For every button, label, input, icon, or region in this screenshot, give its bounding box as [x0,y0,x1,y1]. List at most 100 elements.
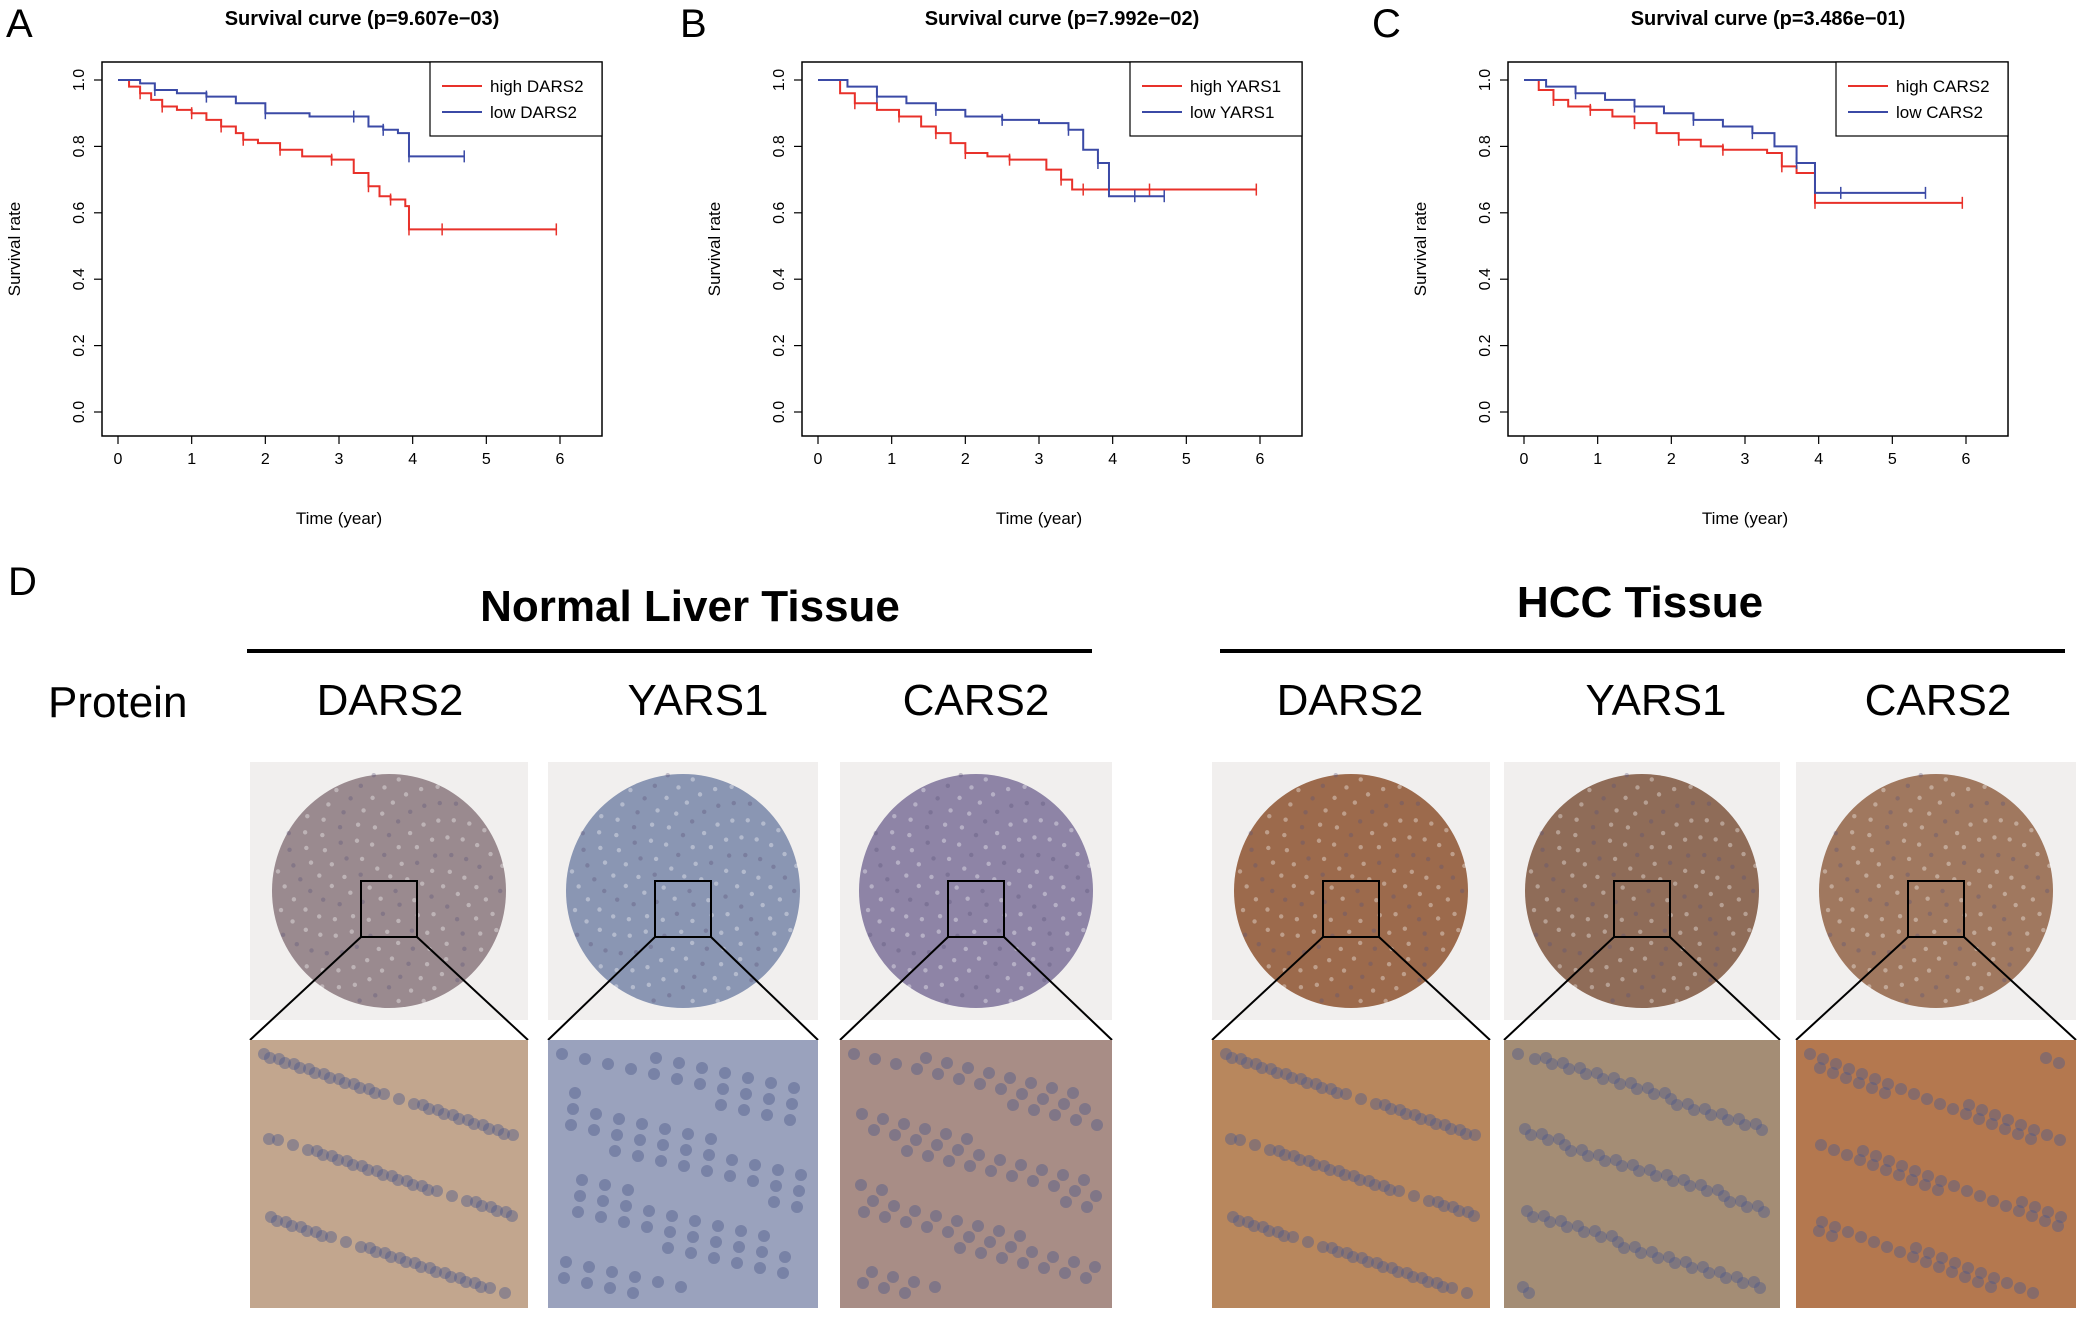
texture-dot [1643,800,1649,805]
texture-dot [1337,866,1342,871]
texture-dot [2021,884,2026,890]
nucleus [595,1211,607,1223]
texture-dot [881,942,886,947]
texture-dot [1713,837,1718,842]
nucleus [1712,1184,1724,1196]
texture-dot [354,838,360,843]
nucleus [1854,1154,1866,1166]
nucleus [1949,1257,1961,1269]
texture-dot [665,772,670,778]
texture-dot [290,919,295,924]
texture-dot [1688,784,1693,790]
nucleus [1385,1103,1397,1115]
texture-dot [1237,869,1243,874]
texture-dot [1731,931,1736,936]
texture-dot [983,845,988,850]
nucleus [1936,1252,1948,1264]
texture-dot [421,822,426,827]
zoom-tile [840,1040,1112,1308]
nucleus [326,1150,338,1162]
texture-dot [1914,977,1919,982]
texture-dot [2021,842,2027,848]
texture-dot [723,894,728,899]
texture-dot [1649,777,1654,782]
texture-dot [1896,929,1901,934]
zoom-box [1322,880,1380,938]
texture-dot [1901,944,1906,949]
texture-dot [1855,888,1860,894]
nucleus [476,1200,488,1212]
nucleus [417,1099,429,1111]
texture-dot [1391,894,1396,899]
texture-dot [1065,931,1070,936]
legend-label: low YARS1 [1190,103,1274,122]
texture-dot [1413,818,1418,823]
texture-dot [409,928,415,933]
texture-dot [663,842,669,847]
texture-dot [669,866,674,871]
nucleus [1046,1082,1058,1094]
nucleus [2014,1282,2026,1294]
nucleus [627,1287,639,1299]
texture-dot [1590,902,1595,907]
nucleus [1817,1053,1829,1065]
nucleus [2001,1277,2013,1289]
texture-dot [320,832,325,838]
nucleus [400,1256,412,1268]
texture-dot [1402,926,1408,931]
texture-dot [1314,982,1320,988]
nucleus [1288,1150,1300,1162]
x-tick-label: 6 [1256,451,1265,468]
nucleus [1536,1128,1548,1140]
texture-dot [878,863,883,868]
nucleus [761,1109,773,1121]
texture-dot [1677,961,1683,967]
texture-dot [911,951,916,956]
texture-dot [378,896,383,901]
texture-dot [692,974,697,979]
nucleus [636,1118,648,1130]
texture-dot [337,825,343,830]
texture-dot [1019,986,1024,991]
texture-dot [373,993,378,998]
texture-dot [1867,967,1872,973]
nucleus [484,1282,496,1294]
texture-dot [1551,877,1556,882]
zoom-connector [1503,936,1615,1041]
nucleus [1340,1088,1352,1100]
nucleus [742,1072,754,1084]
nucleus [1840,1072,1852,1084]
nucleus [2041,1129,2053,1141]
nucleus [1932,1184,1944,1196]
texture-dot [1607,944,1612,949]
texture-dot [1936,956,1942,961]
y-tick-label: 0.4 [1477,268,1494,290]
nucleus [576,1174,588,1186]
texture-dot [1573,832,1578,838]
texture-dot [308,860,314,865]
nucleus [673,1057,685,1069]
texture-dot [1304,874,1309,880]
texture-dot [1642,956,1648,961]
tissue-core [1525,774,1759,1008]
texture-dot [344,856,349,861]
texture-dot [1411,852,1416,858]
texture-dot [1692,971,1698,977]
texture-dot [1006,881,1012,886]
texture-dot [367,885,372,890]
nucleus [1265,1063,1277,1075]
texture-dot [676,852,681,858]
texture-dot [708,860,714,866]
nucleus [931,1139,943,1151]
nucleus [1454,1124,1466,1136]
texture-dot [1334,825,1340,830]
nucleus [1572,1220,1584,1232]
texture-dot [1386,961,1392,967]
texture-dot [941,944,946,949]
texture-dot [983,998,988,1004]
texture-dot [1291,883,1297,889]
nucleus [1415,1113,1427,1125]
nucleus [1007,1099,1019,1111]
nucleus [648,1068,660,1080]
nucleus [867,1195,879,1207]
